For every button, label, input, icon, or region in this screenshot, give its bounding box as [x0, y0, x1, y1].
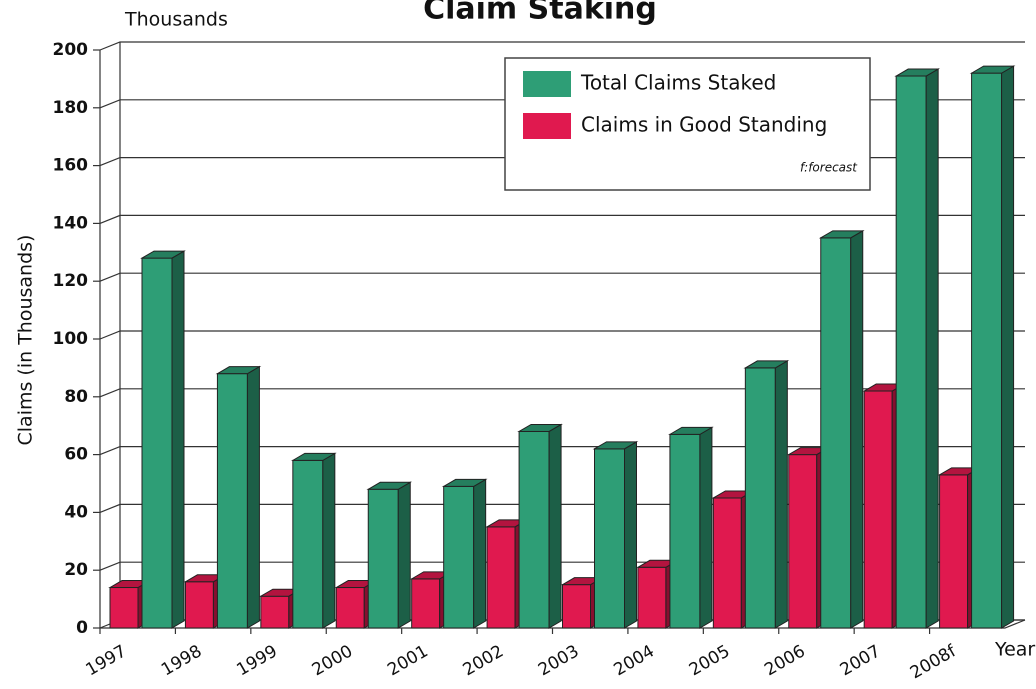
grid-line [99, 446, 1025, 456]
bar-front [486, 526, 516, 629]
y-tick-label: 160 [53, 156, 89, 176]
bar-front [863, 390, 893, 629]
bar-side [322, 452, 336, 629]
bar [743, 360, 790, 629]
bar-top [215, 366, 262, 375]
y-tick-label: 80 [64, 387, 88, 407]
legend-label: Total Claims Staked [580, 71, 776, 95]
bar-side [699, 426, 713, 629]
bar-front [895, 75, 927, 629]
x-tick-label: 2008f [907, 641, 961, 683]
bar [441, 478, 488, 629]
bar-side [548, 423, 562, 629]
bar-top [290, 452, 337, 461]
y-tick-label: 40 [64, 502, 88, 522]
bar-front [335, 587, 365, 629]
bar-top [894, 68, 941, 77]
bar-side [774, 360, 788, 629]
y-tick-label: 120 [53, 271, 89, 291]
bar-front [411, 578, 441, 629]
bar-front [712, 497, 742, 629]
bar [969, 65, 1016, 629]
x-tick-label: 2005 [686, 641, 733, 680]
bar-top [668, 426, 714, 435]
bar [668, 426, 714, 629]
bar-top [592, 441, 639, 450]
y-axis-label: Claims (in Thousands) [15, 235, 37, 446]
bar-front [292, 459, 324, 629]
bar [517, 423, 563, 629]
x-tick-label: 2002 [460, 641, 507, 680]
bar-front [141, 257, 173, 629]
y-tick-label: 0 [76, 618, 88, 638]
bar-front [260, 595, 290, 629]
bar [140, 250, 186, 629]
y-tick-label: 140 [53, 213, 89, 233]
x-tick-label: 2007 [837, 641, 884, 680]
bar-front [594, 448, 625, 629]
x-tick-label: 2004 [610, 641, 657, 680]
x-tick-label: 1998 [158, 641, 205, 680]
x-axis-label: Years [994, 639, 1036, 661]
bar-top [743, 360, 790, 369]
grid-line [99, 330, 1025, 340]
bar-front [637, 566, 667, 629]
bar [215, 365, 262, 629]
bar-top [818, 230, 865, 239]
y-tick-label: 200 [53, 40, 89, 60]
bar-side [925, 68, 939, 629]
bar-side [1001, 65, 1015, 629]
grid-line [99, 41, 1025, 51]
x-tick-label: 2001 [384, 641, 431, 680]
bar [894, 68, 941, 629]
x-tick-label: 1997 [83, 641, 130, 680]
bar-front [562, 584, 591, 629]
legend-swatch [523, 71, 571, 97]
bar-front [744, 367, 776, 629]
bar-top [140, 250, 186, 259]
bar [592, 440, 639, 629]
bar-front [820, 237, 852, 629]
x-tick-label: 2000 [309, 641, 356, 680]
bar-front [669, 433, 701, 629]
bar [366, 481, 413, 629]
bar-top [441, 478, 488, 487]
bar-top [969, 65, 1016, 74]
bar-front [788, 454, 818, 629]
chart-title: Claim Staking [423, 0, 657, 27]
bar-side [246, 365, 260, 629]
y-tick-label: 100 [53, 329, 89, 349]
bar-front [518, 430, 550, 629]
y-tick-label: 20 [64, 560, 88, 580]
y-tick-label: 180 [53, 98, 89, 118]
bar-side [171, 250, 185, 629]
grid-line [99, 388, 1025, 398]
bar-side [850, 229, 864, 629]
bar-front [939, 474, 969, 629]
bar-top [366, 481, 413, 490]
y-tick-label: 60 [64, 445, 88, 465]
grid-line [99, 272, 1025, 282]
bar [818, 229, 865, 629]
bar [290, 452, 337, 629]
bar-side [397, 481, 411, 629]
bar-front [216, 373, 248, 629]
x-tick-label: 2006 [761, 641, 808, 680]
bar-front [109, 587, 139, 629]
bar-side [473, 478, 487, 629]
note: f:forecast [800, 161, 858, 175]
bar-top [517, 423, 563, 432]
bar-side [624, 440, 637, 629]
x-tick-label: 1999 [233, 641, 280, 680]
bar-front [443, 485, 475, 629]
bar-front [184, 581, 214, 629]
x-tick-label: 2003 [535, 641, 582, 680]
grid-line [99, 214, 1025, 224]
legend-label: Claims in Good Standing [581, 113, 827, 137]
bar-front [367, 488, 399, 629]
unit-label: Thousands [124, 9, 228, 31]
legend-swatch [523, 113, 571, 139]
bar-front [971, 72, 1003, 629]
